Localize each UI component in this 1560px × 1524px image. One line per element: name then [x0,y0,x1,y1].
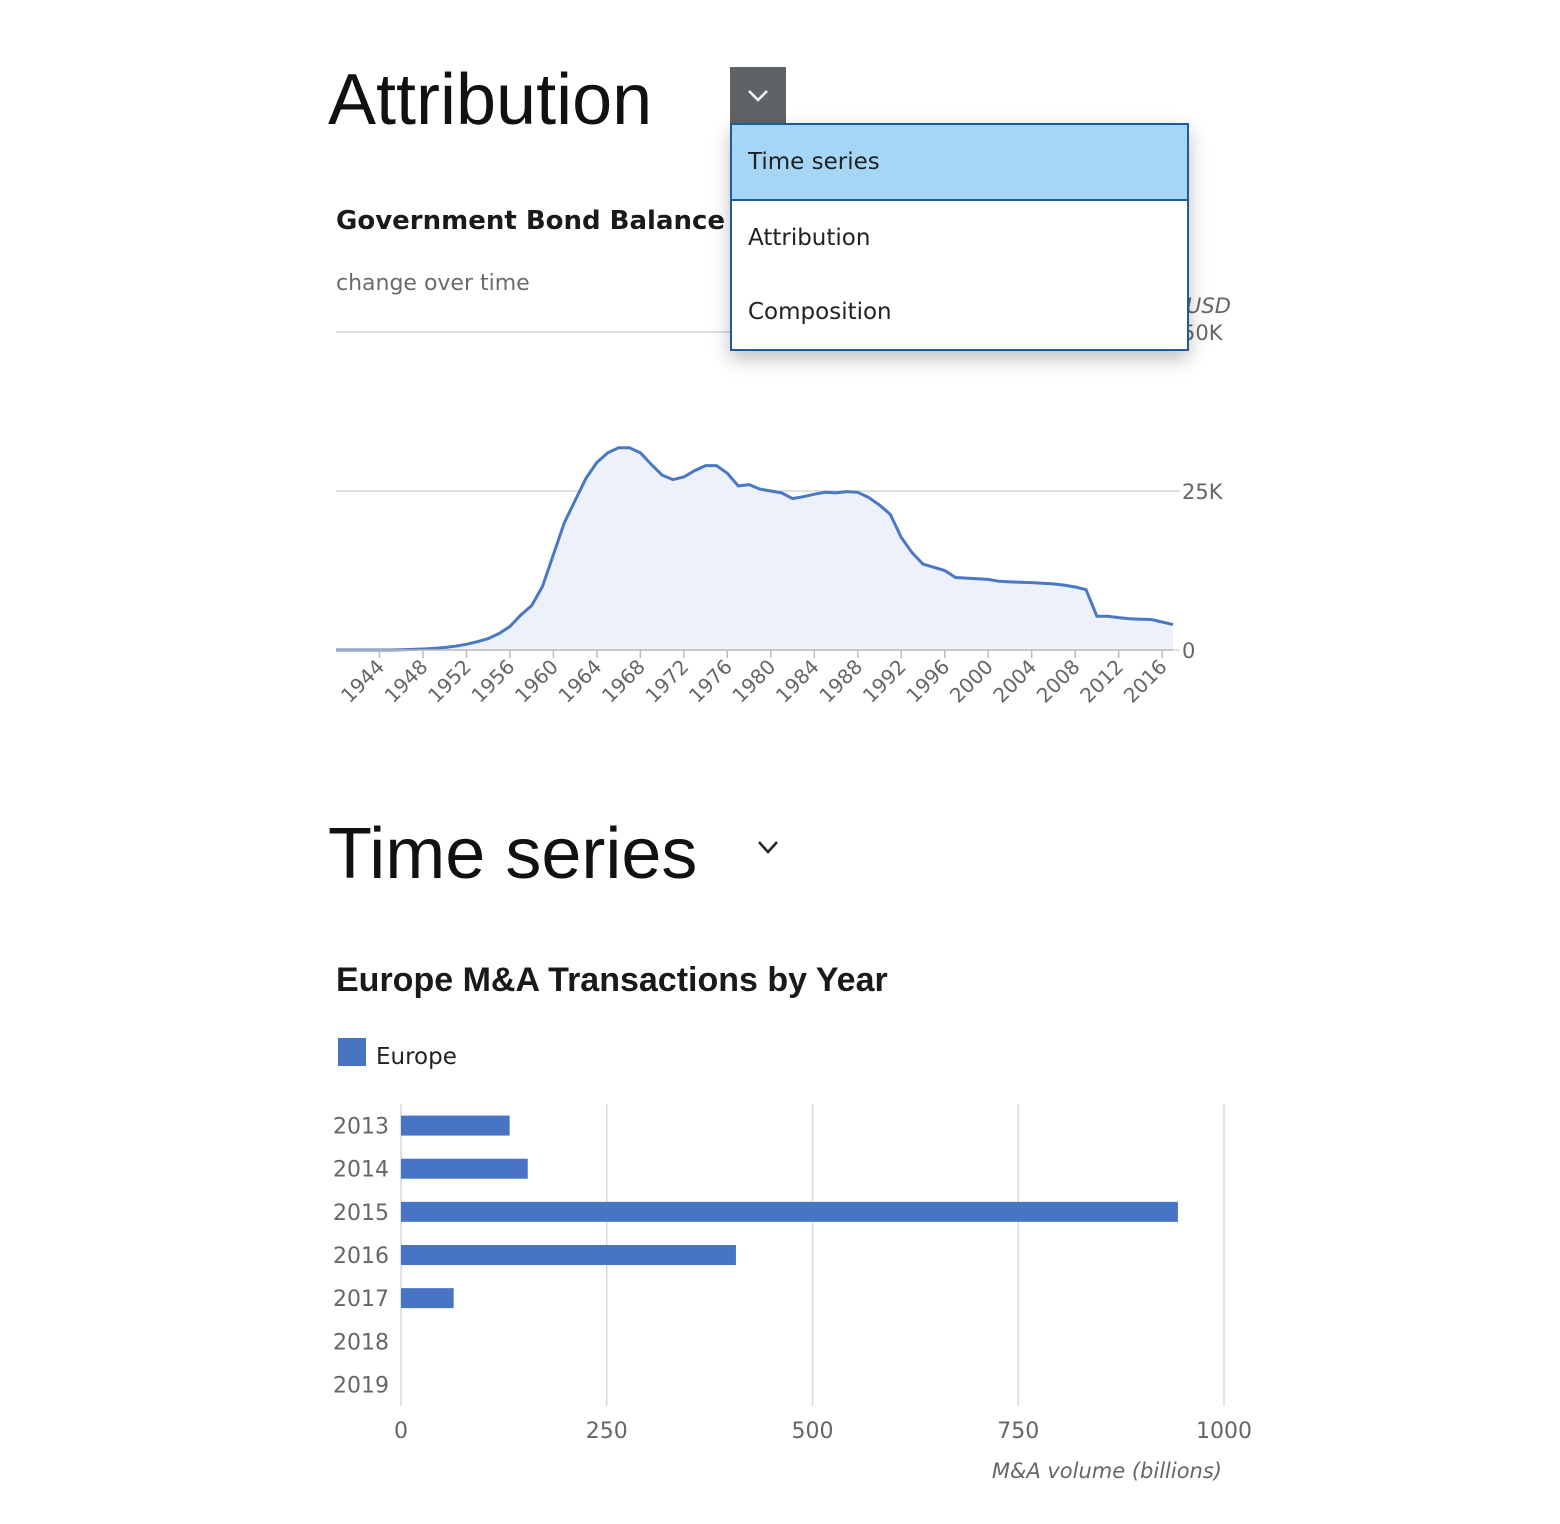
section-heading: Time series [328,814,697,894]
dropdown-option[interactable]: Composition [748,299,892,325]
x-tick-label: 1952 [423,655,476,708]
x-tick-label: 1968 [597,655,650,708]
chart-subtitle: change over time [336,271,530,296]
chart-title: Europe M&A Transactions by Year [336,961,888,999]
x-tick-label: 1984 [771,655,824,708]
x-tick-label: 1964 [553,655,606,708]
section-heading: Attribution [328,60,652,140]
y-axis-label: USD [1186,294,1231,318]
legend-swatch [338,1038,366,1066]
bar [401,1201,1178,1222]
y-tick-label: 2018 [333,1330,389,1355]
x-tick-label: 2008 [1032,655,1085,708]
chart-title: Government Bond Balance fr [336,206,758,236]
x-axis-label: M&A volume (billions) [992,1459,1222,1483]
y-tick-label: 2014 [333,1158,389,1183]
bar [401,1288,454,1309]
x-tick-label: 2000 [945,655,998,708]
x-tick-label: 1972 [640,655,693,708]
x-tick-label: 1948 [380,655,433,708]
bar [401,1245,736,1265]
x-tick-label: 2012 [1075,655,1128,708]
dropdown-menu: Time series Attribution Composition [730,123,1189,351]
x-tick-label: 1960 [510,655,563,708]
x-tick-label: 2004 [988,655,1041,708]
chevron [748,90,768,102]
line [336,446,1174,652]
y-tick-label: 0 [1182,639,1195,663]
x-tick-label: 1976 [684,655,737,708]
x-tick-label: 1988 [814,655,867,708]
dropdown-button[interactable] [730,67,786,123]
x-tick-label: 0 [394,1419,408,1444]
y-tick-label: 25K [1182,480,1224,504]
bar [401,1158,528,1179]
y-tick-label: 2016 [333,1244,389,1269]
x-tick-label: 500 [792,1419,834,1444]
legend-label: Europe [376,1044,457,1070]
x-tick-label: 2016 [1119,655,1172,708]
section-toggle[interactable] [758,841,778,854]
x-tick-label: 1992 [858,655,911,708]
area [336,447,1173,650]
dropdown-option[interactable]: Time series [732,125,1187,201]
bar [401,1115,510,1136]
x-tick-label: 1944 [336,655,389,708]
y-tick-label: 2015 [333,1201,389,1226]
x-tick-label: 250 [586,1419,628,1444]
x-tick-label: 1996 [901,655,954,708]
x-tick-label: 750 [997,1419,1039,1444]
x-tick-label: 1956 [466,655,519,708]
y-tick-label: 2017 [333,1287,389,1312]
dropdown-option[interactable]: Attribution [748,225,871,251]
x-tick-label: 1980 [727,655,780,708]
x-tick-label: 1000 [1196,1419,1252,1444]
y-tick-label: 2013 [333,1115,389,1140]
y-tick-label: 2019 [333,1373,389,1398]
